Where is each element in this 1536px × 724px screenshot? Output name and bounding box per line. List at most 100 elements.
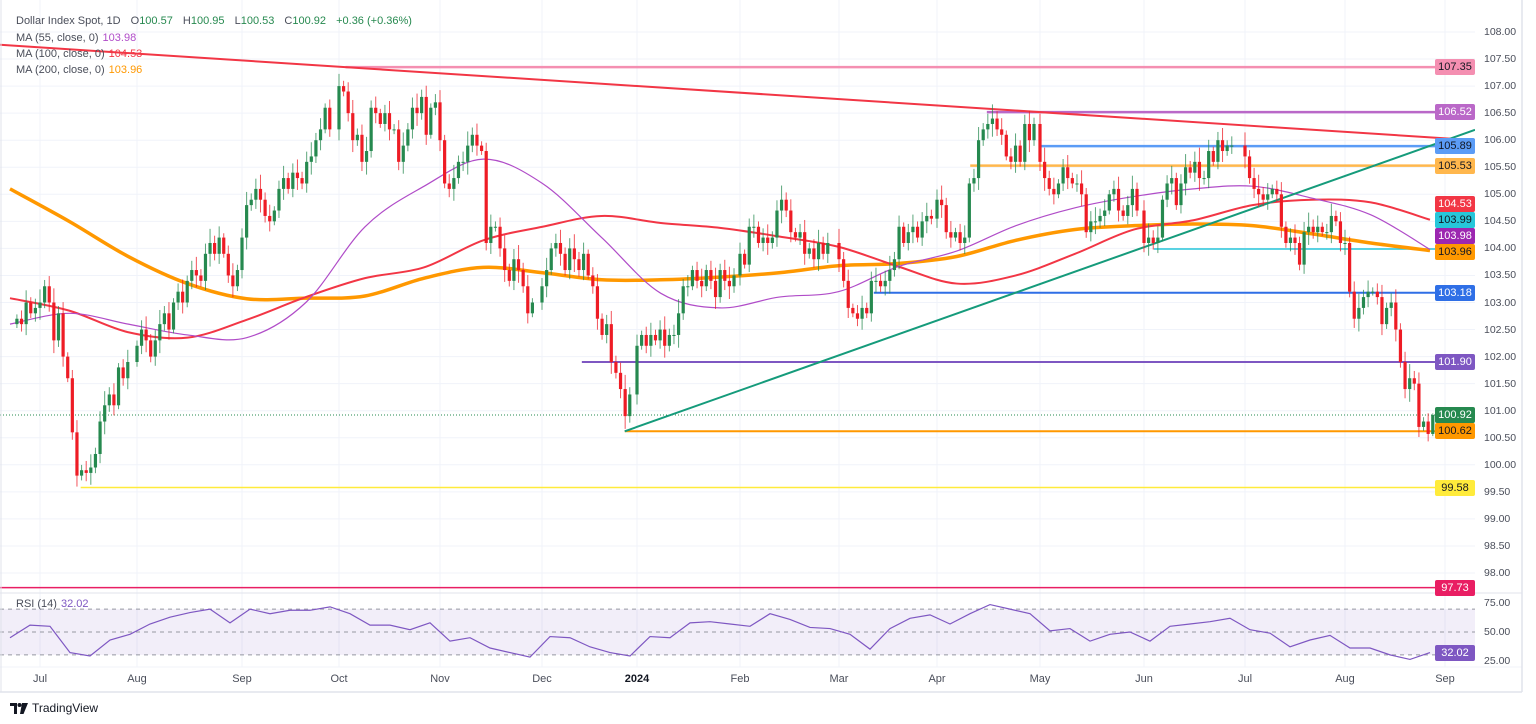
candle-body [149, 340, 153, 357]
price-label-105.53: 105.53 [1435, 157, 1475, 174]
candle-body [420, 96, 424, 114]
candle [591, 267, 595, 294]
candle-body [1116, 188, 1121, 211]
tradingview-logo[interactable]: TradingView [10, 701, 98, 715]
price-label-106.52: 106.52 [1435, 104, 1475, 121]
candle [563, 247, 567, 276]
price-tick: 98.00 [1484, 567, 1511, 579]
candle [295, 159, 300, 190]
candle [1421, 417, 1426, 431]
candle [775, 200, 779, 247]
candle-body [1284, 226, 1288, 243]
candle [976, 127, 981, 190]
candle-body [240, 237, 244, 271]
candle-body [967, 183, 971, 238]
candle [623, 374, 627, 429]
candle [1188, 160, 1192, 179]
candle [1018, 140, 1022, 167]
candle-body [789, 210, 793, 233]
price-tick: 104.50 [1484, 215, 1517, 228]
candle [346, 82, 350, 122]
candle-body [369, 107, 373, 152]
candle [713, 267, 718, 309]
candle-body [595, 286, 600, 319]
candle-body [1032, 123, 1036, 141]
rsi-tick: 25.00 [1484, 654, 1511, 667]
ma-label-103.96: 103.96 [1435, 244, 1475, 260]
candle [686, 275, 690, 297]
candle [489, 214, 493, 254]
candle [272, 206, 276, 226]
legend-ma55[interactable]: MA (55, close, 0) 103.98 [16, 31, 136, 45]
candle [1230, 136, 1234, 154]
candle [1371, 287, 1375, 296]
candle [855, 305, 860, 327]
time-tick: 2024 [624, 673, 650, 685]
candle-body [162, 313, 166, 325]
candle-body [1320, 226, 1324, 233]
candle [245, 191, 249, 250]
candle [944, 197, 948, 239]
candle-body [1302, 232, 1306, 265]
candle-body [658, 329, 662, 341]
legend-ma200[interactable]: MA (200, close, 0) 103.96 [16, 63, 142, 77]
candle-body [98, 421, 102, 454]
candle-body [103, 405, 107, 422]
candle [663, 316, 667, 358]
rsi-value-label: 32.02 [1435, 644, 1475, 661]
moving-averages [9, 158, 1431, 341]
candle-body [406, 129, 410, 146]
candle-body [38, 302, 42, 308]
candle [572, 234, 576, 272]
candle [1252, 167, 1256, 199]
candle [595, 274, 600, 330]
candle [397, 120, 401, 171]
candle-body [126, 362, 130, 379]
candle-body [1417, 383, 1421, 427]
candle [842, 251, 846, 288]
candle-body [410, 107, 415, 130]
candle [181, 279, 185, 314]
candle [1220, 128, 1225, 162]
candle-body [19, 318, 24, 325]
candle [410, 97, 415, 139]
candle-body [351, 113, 355, 141]
candle [314, 132, 318, 163]
candle-body [1047, 178, 1051, 189]
candle [1183, 154, 1188, 196]
candle-body [1216, 140, 1220, 162]
candle-body [346, 91, 350, 114]
rsi-line [9, 603, 1431, 661]
trendlines [0, 43, 1475, 433]
candle-body [1361, 297, 1366, 308]
candle-body [512, 259, 516, 281]
candle [258, 174, 263, 213]
legend-ma100[interactable]: MA (100, close, 0) 104.53 [16, 47, 142, 61]
candle [540, 278, 544, 310]
price-label-103.99: 103.99 [1435, 212, 1475, 228]
time-tick: Aug [127, 673, 147, 685]
candle-body [686, 286, 690, 288]
candle-body [1098, 215, 1102, 222]
candle [1032, 117, 1036, 146]
candle [958, 223, 962, 251]
price-tick: 98.50 [1484, 539, 1511, 552]
candle-body [1243, 145, 1247, 157]
candle-body [990, 118, 995, 124]
candle-body [878, 280, 883, 287]
candle [1061, 158, 1065, 191]
candle-body [1179, 183, 1183, 206]
candle-body [1043, 161, 1047, 179]
candle [1009, 148, 1013, 170]
candle [19, 310, 24, 332]
ma200-label: MA (200, close, 0) [16, 64, 105, 76]
candle [484, 142, 488, 251]
candle-body [1261, 194, 1265, 200]
candle-body [470, 134, 474, 146]
candle [139, 320, 144, 355]
candle [738, 242, 742, 286]
legend-rsi[interactable]: RSI (14) 32.02 [16, 597, 89, 611]
candle [89, 454, 93, 485]
candle [1142, 200, 1146, 253]
